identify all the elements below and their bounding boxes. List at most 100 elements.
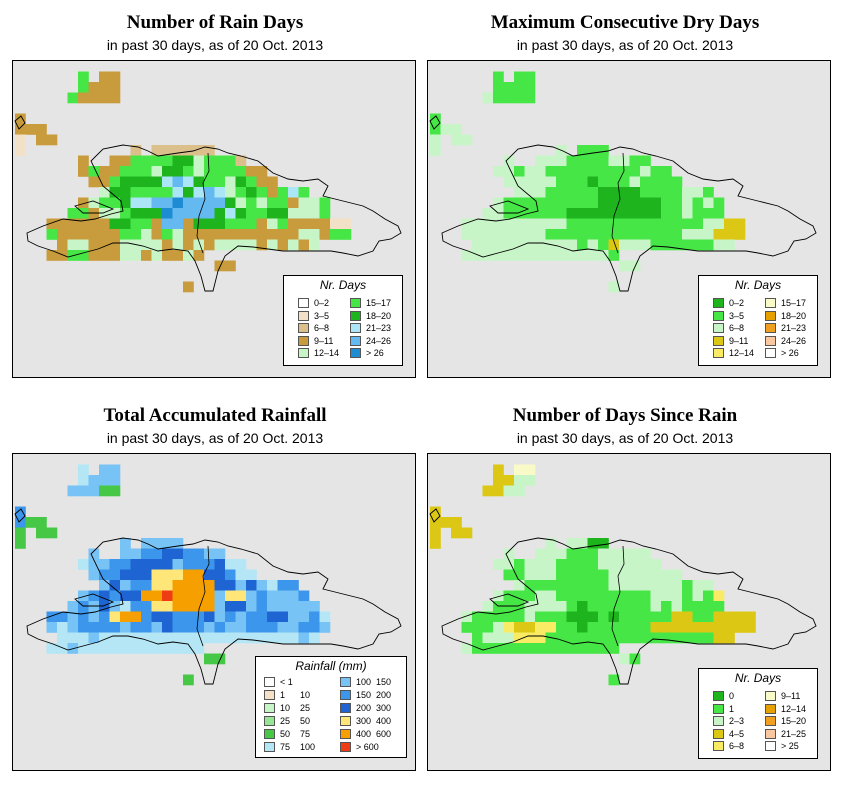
grid-cell — [78, 155, 89, 167]
grid-cell — [109, 155, 121, 167]
grid-cell — [524, 643, 536, 654]
grid-cell — [493, 559, 504, 570]
grid-cell — [514, 176, 525, 188]
grid-cell — [246, 187, 257, 198]
grid-cell — [151, 166, 163, 177]
grid-cell — [598, 559, 609, 570]
grid-cell — [183, 643, 194, 654]
days-since-rain-legend: Nr. Days 0 1 2–3 4–5 6–8 9–11 12–14 15–20 21–25 >… — [698, 668, 818, 759]
grid-cell — [608, 187, 620, 198]
grid-cell — [661, 239, 672, 251]
grid-cell — [535, 155, 546, 167]
grid-cell — [556, 197, 567, 209]
grid-cell — [120, 176, 131, 188]
grid-cell — [661, 218, 672, 230]
grid-cell — [246, 208, 257, 219]
grid-cell — [566, 176, 578, 188]
grid-cell — [713, 622, 725, 633]
grid-cell — [682, 622, 693, 633]
grid-cell — [598, 590, 609, 602]
grid-cell — [587, 250, 599, 261]
panel-title: Number of Days Since Rain — [512, 405, 738, 426]
legend-swatch — [765, 691, 776, 701]
legend-label: > 26 — [781, 348, 799, 358]
grid-cell — [267, 580, 278, 591]
grid-cell — [183, 208, 194, 219]
grid-cell — [503, 176, 515, 188]
grid-cell — [577, 622, 588, 633]
legend-swatch — [713, 323, 724, 333]
grid-cell — [472, 611, 483, 623]
grid-cell — [141, 239, 152, 251]
grid-cell — [183, 601, 194, 612]
grid-cell — [493, 643, 504, 654]
grid-cell — [99, 82, 110, 93]
grid-cell — [15, 527, 26, 539]
legend-label: 9–11 — [781, 691, 801, 701]
legend-label: 1 — [729, 703, 735, 714]
grid-cell — [566, 580, 578, 591]
grid-cell — [598, 569, 609, 581]
total-rainfall-legend: Rainfall (mm) < 1 1 10 10 25 25 50 50 75 75 100 100… — [255, 656, 407, 758]
grid-cell — [682, 632, 693, 644]
grid-cell — [193, 197, 205, 209]
grid-cell — [78, 611, 89, 623]
grid-cell — [671, 229, 683, 240]
grid-cell — [524, 622, 536, 633]
grid-cell — [46, 527, 58, 539]
legend-title: Rainfall (mm) — [295, 659, 367, 673]
legend-label: 2–3 — [729, 716, 745, 726]
grid-cell — [692, 197, 704, 209]
grid-cell — [692, 187, 704, 198]
grid-cell — [99, 622, 110, 633]
grid-cell — [99, 166, 110, 177]
grid-cell — [172, 559, 184, 570]
grid-cell — [503, 155, 515, 167]
grid-cell — [109, 569, 121, 581]
max-dry-days-map: Nr. Days 0–2 3–5 6–8 9–11 12–14 15–17 18–20 21–… — [427, 60, 831, 378]
legend-swatch — [713, 691, 724, 701]
legend-swatch — [298, 335, 309, 346]
grid-cell — [682, 187, 693, 198]
grid-cell — [556, 622, 567, 633]
grid-cell — [151, 611, 163, 623]
grid-cell — [193, 601, 205, 612]
panel-title: Number of Rain Days — [126, 12, 304, 33]
grid-cell — [183, 197, 194, 209]
grid-cell — [619, 611, 630, 623]
grid-cell — [162, 601, 173, 612]
grid-cell — [703, 229, 714, 240]
grid-cell — [340, 229, 352, 240]
grid-cell — [99, 71, 110, 83]
grid-cell — [120, 208, 131, 219]
grid-cell — [566, 538, 578, 549]
grid-cell — [130, 622, 142, 633]
grid-cell — [183, 239, 194, 251]
grid-cell — [514, 229, 525, 240]
grid-cell — [193, 559, 205, 570]
grid-cell — [309, 218, 320, 230]
grid-cell — [671, 239, 683, 251]
grid-cell — [493, 218, 504, 230]
grid-cell — [577, 559, 588, 570]
rain-days-grid — [15, 71, 352, 293]
grid-cell — [566, 250, 578, 261]
grid-cell — [309, 208, 320, 219]
grid-cell — [430, 134, 441, 146]
grid-cell — [629, 166, 641, 177]
grid-cell — [88, 559, 100, 570]
legend-swatch — [340, 690, 351, 700]
grid-cell — [88, 92, 100, 104]
grid-cell — [204, 166, 215, 177]
grid-cell — [151, 239, 163, 251]
grid-cell — [99, 250, 110, 261]
grid-cell — [640, 166, 651, 177]
grid-cell — [556, 208, 567, 219]
grid-cell — [172, 218, 184, 230]
grid-cell — [109, 92, 121, 104]
grid-cell — [493, 632, 504, 644]
grid-cell — [661, 601, 672, 612]
grid-cell — [162, 155, 173, 167]
grid-cell — [214, 218, 226, 230]
grid-cell — [629, 601, 641, 612]
